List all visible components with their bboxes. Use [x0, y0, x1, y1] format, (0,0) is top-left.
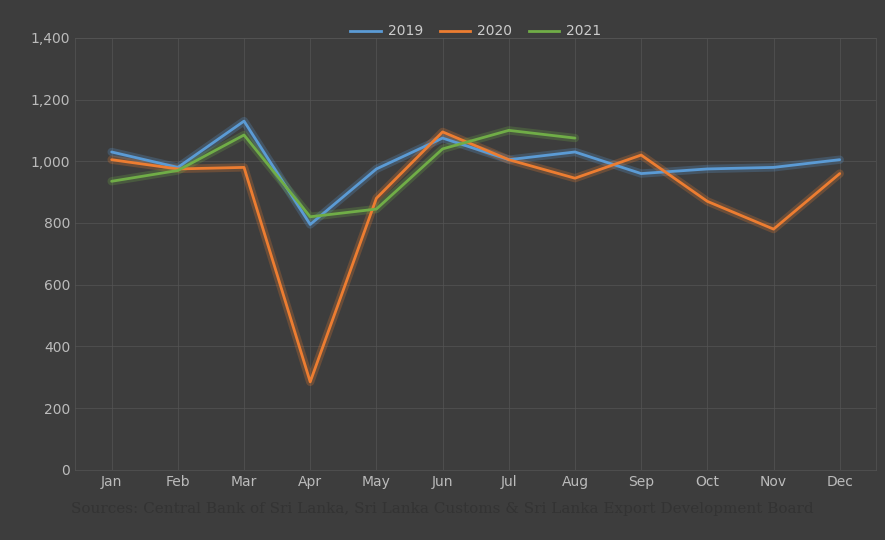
Text: Sources: Central Bank of Sri Lanka, Sri Lanka Customs & Sri Lanka Export Develop: Sources: Central Bank of Sri Lanka, Sri … — [71, 502, 814, 516]
Legend: 2019, 2020, 2021: 2019, 2020, 2021 — [344, 19, 607, 44]
